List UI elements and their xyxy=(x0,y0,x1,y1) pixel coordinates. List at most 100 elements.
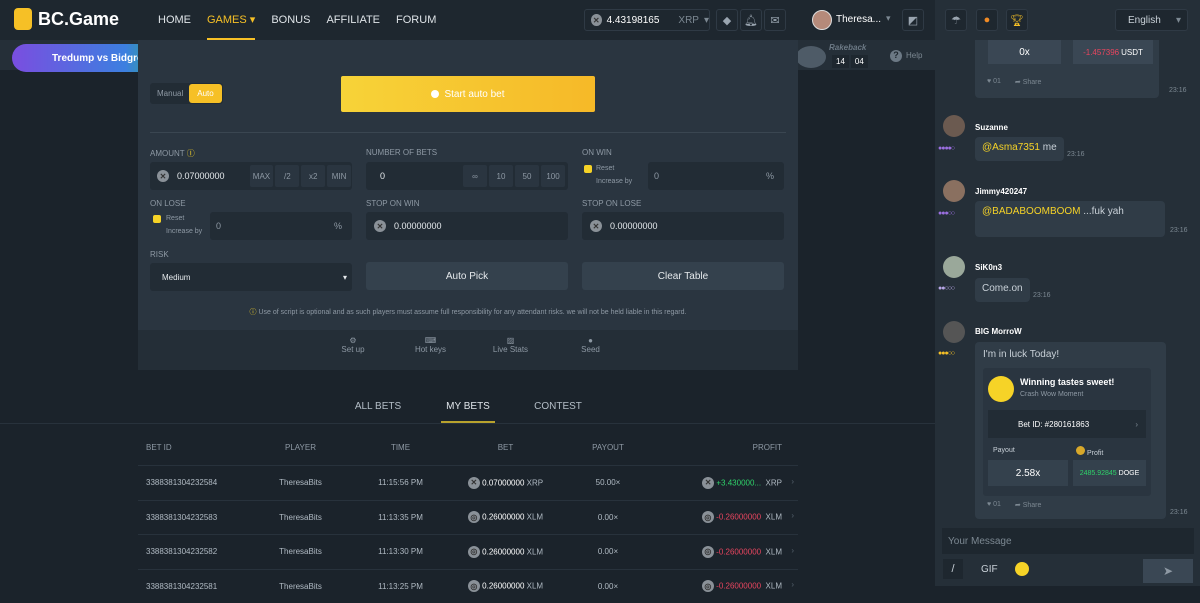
like-button[interactable]: ♥ 01 xyxy=(987,501,1001,508)
mention[interactable]: @Asma7351 xyxy=(982,142,1040,153)
mode-manual-tab[interactable]: Manual xyxy=(157,89,184,98)
player[interactable]: TheresaBits xyxy=(279,512,322,522)
table-row[interactable]: 3388381304232584 TheresaBits 11:15:56 PM… xyxy=(138,465,798,499)
chat-toggle-icon[interactable]: ◩ xyxy=(902,9,924,31)
min-button[interactable]: MIN xyxy=(327,165,351,187)
setup-button[interactable]: ⚙ Set up xyxy=(316,330,391,354)
on-win-increase-input[interactable]: 0% xyxy=(648,162,784,190)
stop-on-lose-input[interactable]: ✕ 0.00000000 xyxy=(582,212,784,240)
brand-logo[interactable]: BC.Game xyxy=(14,8,119,30)
share-button[interactable]: ➦ Share xyxy=(1014,502,1042,509)
wallet-icon[interactable]: ◆ xyxy=(716,9,738,31)
fire-icon[interactable]: ● xyxy=(976,9,998,31)
nav-forum[interactable]: FORUM xyxy=(396,14,437,26)
help-link[interactable]: Help xyxy=(906,51,923,60)
on-lose-reset-checkbox[interactable] xyxy=(153,215,161,223)
chat-username[interactable]: Jimmy420247 xyxy=(975,187,1028,196)
nav-home[interactable]: HOME xyxy=(158,14,191,26)
language-select[interactable]: English ▾ xyxy=(1115,9,1188,31)
bell-icon[interactable]: 🔔︎ xyxy=(740,9,762,31)
share-button[interactable]: ➦ Share xyxy=(1014,79,1042,86)
balance-selector[interactable]: ✕ 4.43198165 XRP ▾ xyxy=(584,9,710,31)
mention[interactable]: @BADABOOMBOOM xyxy=(982,206,1081,217)
chat-username[interactable]: BIG MorroW xyxy=(975,327,1022,336)
player[interactable]: TheresaBits xyxy=(279,547,322,556)
start-auto-bet-button[interactable]: Start auto bet xyxy=(341,76,595,112)
chat-message: @BADABOOMBOOM ...fuk yah xyxy=(975,201,1165,237)
max-button[interactable]: MAX xyxy=(249,165,274,187)
clear-table-button[interactable]: Clear Table xyxy=(582,262,784,290)
chevron-down-icon[interactable]: ▾ xyxy=(886,13,891,23)
table-row[interactable]: 3388381304232583 TheresaBits 11:13:35 PM… xyxy=(138,499,798,534)
auto-pick-button[interactable]: Auto Pick xyxy=(366,262,568,290)
player[interactable]: TheresaBits xyxy=(279,581,322,591)
bet-id[interactable]: 3388381304232581 xyxy=(146,581,218,591)
nav-games[interactable]: GAMES ▾ xyxy=(207,0,256,40)
coin-icon: ◎ xyxy=(701,580,714,592)
avatar[interactable] xyxy=(943,321,965,343)
increase-by-label: Increase by xyxy=(166,228,203,235)
rain-icon[interactable]: ☂ xyxy=(945,9,967,31)
send-button[interactable]: ➤ xyxy=(1143,559,1193,583)
bets-100-button[interactable]: 100 xyxy=(541,165,565,187)
avatar[interactable] xyxy=(943,115,965,137)
mode-auto-tab[interactable]: Auto xyxy=(189,84,222,103)
chevron-right-icon[interactable]: › xyxy=(791,580,794,589)
seed-label: Seed xyxy=(581,345,600,354)
xrp-coin-icon: ✕ xyxy=(157,170,169,182)
info-icon[interactable]: ⓘ xyxy=(186,149,195,158)
bet-id[interactable]: 3388381304232583 xyxy=(146,512,218,522)
on-win-group: Reset Increase by 0% xyxy=(582,162,784,190)
amount-input[interactable]: ✕ 0.07000000 MAX/2 x2 MIN xyxy=(150,162,352,190)
trophy-icon[interactable]: 🏆︎ xyxy=(1006,9,1028,31)
chevron-right-icon[interactable]: › xyxy=(791,476,794,486)
player[interactable]: TheresaBits xyxy=(279,478,322,487)
stop-on-win-input[interactable]: ✕ 0.00000000 xyxy=(366,212,568,240)
bet-id[interactable]: 3388381304232582 xyxy=(146,547,218,556)
risk-select[interactable]: Medium ▾ xyxy=(150,263,352,291)
username[interactable]: Theresa... xyxy=(836,14,882,25)
bet-id[interactable]: 3388381304232584 xyxy=(146,478,218,487)
on-win-reset-checkbox[interactable] xyxy=(584,165,592,173)
win-card[interactable]: Winning tastes sweet! Crash Wow Moment B… xyxy=(983,368,1151,496)
tab-all-bets[interactable]: ALL BETS xyxy=(354,401,402,412)
chat-message-input[interactable]: Your Message xyxy=(942,528,1194,554)
on-lose-increase-input[interactable]: 0% xyxy=(210,212,352,240)
chat-username[interactable]: Suzanne xyxy=(975,123,1008,132)
nav-bonus[interactable]: BONUS xyxy=(271,14,311,26)
rakeback-label[interactable]: Rakeback xyxy=(829,43,867,52)
bet-id-link[interactable]: Bet ID: #280161863 › xyxy=(988,410,1146,438)
table-row[interactable]: 3388381304232582 TheresaBits 11:13:30 PM… xyxy=(138,534,798,568)
avatar[interactable] xyxy=(943,256,965,278)
tab-my-bets[interactable]: MY BETS xyxy=(423,395,513,423)
nav-affiliate[interactable]: AFFILIATE xyxy=(326,14,381,26)
like-button[interactable]: ♥ 01 xyxy=(987,78,1001,85)
help-icon[interactable]: ? xyxy=(890,50,902,62)
user-avatar[interactable] xyxy=(812,10,832,30)
emoji-icon[interactable] xyxy=(1015,562,1029,576)
half-button[interactable]: /2 xyxy=(275,165,300,187)
input-placeholder: Your Message xyxy=(948,536,1012,547)
live-stats-button[interactable]: ▨ Live Stats xyxy=(471,330,551,354)
hotkeys-button[interactable]: ⌨ Hot keys xyxy=(391,330,471,354)
gif-button[interactable]: GIF xyxy=(981,564,998,575)
mail-icon[interactable]: ✉ xyxy=(764,9,786,31)
double-button[interactable]: x2 xyxy=(301,165,326,187)
bets-10-button[interactable]: 10 xyxy=(489,165,513,187)
reset-label: Reset xyxy=(166,215,185,222)
coin-icon: ✕ xyxy=(702,476,715,489)
seed-button[interactable]: ● Seed xyxy=(551,330,631,354)
bets-50-button[interactable]: 50 xyxy=(515,165,539,187)
command-button[interactable]: / xyxy=(943,559,963,579)
infinite-button[interactable]: ∞ xyxy=(463,165,487,187)
avatar[interactable] xyxy=(943,180,965,202)
bet-time: 11:15:56 PM xyxy=(378,478,423,487)
chat-username[interactable]: SiK0n3 xyxy=(975,263,1003,272)
col-time: TIME xyxy=(390,443,411,452)
chevron-right-icon[interactable]: › xyxy=(791,545,794,555)
chevron-right-icon[interactable]: › xyxy=(791,511,794,520)
number-of-bets-input[interactable]: 0 ∞ 10 50 100 xyxy=(366,162,568,190)
coin-icon: ◎ xyxy=(467,580,480,592)
chat-message: Come.on xyxy=(975,278,1030,302)
tab-contest[interactable]: CONTEST xyxy=(534,401,582,412)
